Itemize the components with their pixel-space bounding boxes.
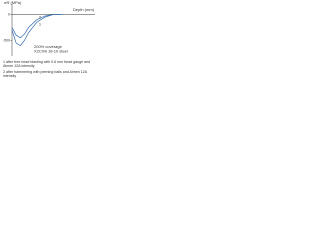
series-line (11, 14, 62, 39)
y-axis-label: σR (MPa) (4, 0, 22, 5)
series-label: 2 (39, 15, 42, 20)
chart: σR (MPa) Depth (mm) 200% coverage X2CrNi… (3, 0, 95, 56)
x-axis-label: Depth (mm) (73, 7, 95, 12)
footnote: 1 after free bead blasting with 0.6 mm b… (3, 60, 91, 69)
y-tick-label: -500 (3, 38, 10, 42)
series-label: 1 (39, 21, 42, 26)
annotation: 200% coverage (34, 44, 63, 49)
annotation: X2CrNi 18-10 steel (34, 49, 68, 54)
notes: 1 after free bead blasting with 0.6 mm b… (3, 60, 98, 80)
page: σR (MPa) Depth (mm) 200% coverage X2CrNi… (0, 0, 100, 96)
y-tick-label: 0 (8, 12, 10, 16)
series-line (11, 14, 62, 47)
footnote: 2 after hammering with peening balls and… (3, 69, 87, 79)
